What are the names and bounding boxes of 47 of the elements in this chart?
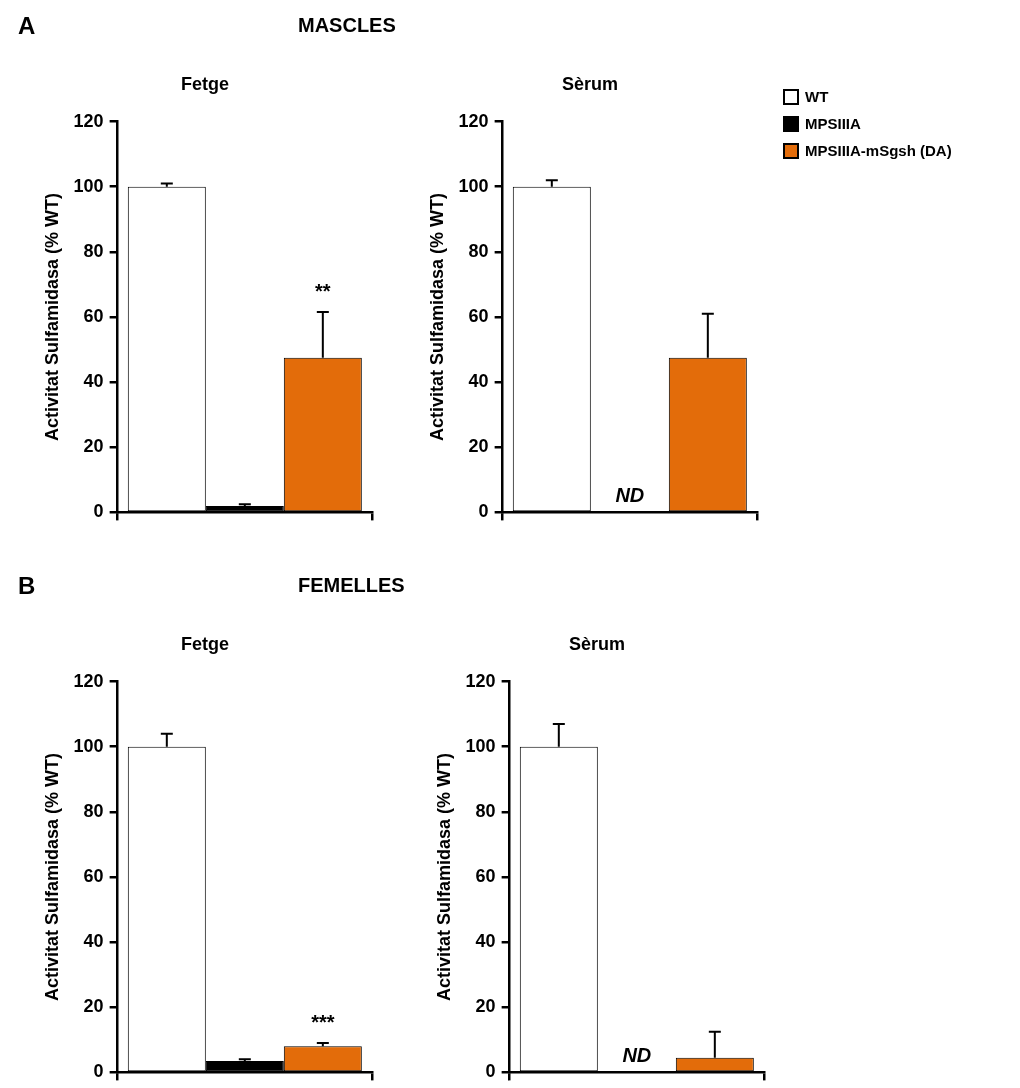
chart-subtitle: Sèrum xyxy=(561,73,619,94)
annotation: ND xyxy=(622,1043,652,1066)
y-tick-label: 100 xyxy=(73,175,104,196)
y-axis-title: Activitat Sulfamidasa (% WT) xyxy=(426,192,447,442)
y-tick-label: 80 xyxy=(468,240,489,261)
y-tick-label: 0 xyxy=(93,1061,104,1082)
text: A xyxy=(18,12,36,40)
y-tick-label: 80 xyxy=(83,800,104,821)
y-tick-label: 0 xyxy=(485,1061,496,1082)
y-axis-title: Activitat Sulfamidasa (% WT) xyxy=(433,752,454,1002)
text: WT xyxy=(805,88,829,105)
y-tick-label: 60 xyxy=(83,305,104,326)
y-tick-label: 100 xyxy=(465,735,496,756)
y-tick-label: 40 xyxy=(83,931,104,952)
y-tick-label: 120 xyxy=(73,110,104,131)
y-tick-label: 40 xyxy=(83,371,104,392)
chart-subtitle: Sèrum xyxy=(568,633,626,654)
y-tick-label: 40 xyxy=(468,371,489,392)
legend-label: MPSIIIA xyxy=(805,115,861,132)
y-tick-label: 100 xyxy=(73,735,104,756)
chart-subtitle: Fetge xyxy=(180,73,230,94)
text: B xyxy=(18,572,36,600)
y-tick-label: 20 xyxy=(468,436,489,457)
y-tick-label: 120 xyxy=(465,670,496,691)
y-tick-label: 120 xyxy=(73,670,104,691)
y-tick-label: 40 xyxy=(475,931,496,952)
y-tick-label: 20 xyxy=(475,996,496,1017)
y-tick-label: 0 xyxy=(93,501,104,522)
chart-subtitle: Fetge xyxy=(180,633,230,654)
annotation: ND xyxy=(615,483,645,506)
y-axis-title: Activitat Sulfamidasa (% WT) xyxy=(41,192,62,442)
y-tick-label: 60 xyxy=(83,865,104,886)
y-tick-label: 20 xyxy=(83,436,104,457)
y-tick-label: 80 xyxy=(475,800,496,821)
y-tick-label: 0 xyxy=(478,501,489,522)
y-tick-label: 60 xyxy=(468,305,489,326)
y-tick-label: 120 xyxy=(458,110,489,131)
legend-label: MPSIIIA-mSgsh (DA) xyxy=(805,142,952,159)
chart-title: MASCLES xyxy=(298,14,396,37)
annotation: *** xyxy=(311,1010,335,1033)
y-axis-title: Activitat Sulfamidasa (% WT) xyxy=(41,752,62,1002)
y-tick-label: 20 xyxy=(83,996,104,1017)
annotation: ** xyxy=(315,279,331,302)
y-tick-label: 60 xyxy=(475,865,496,886)
y-tick-label: 100 xyxy=(458,175,489,196)
chart-title: FEMELLES xyxy=(298,574,405,597)
y-tick-label: 80 xyxy=(83,240,104,261)
